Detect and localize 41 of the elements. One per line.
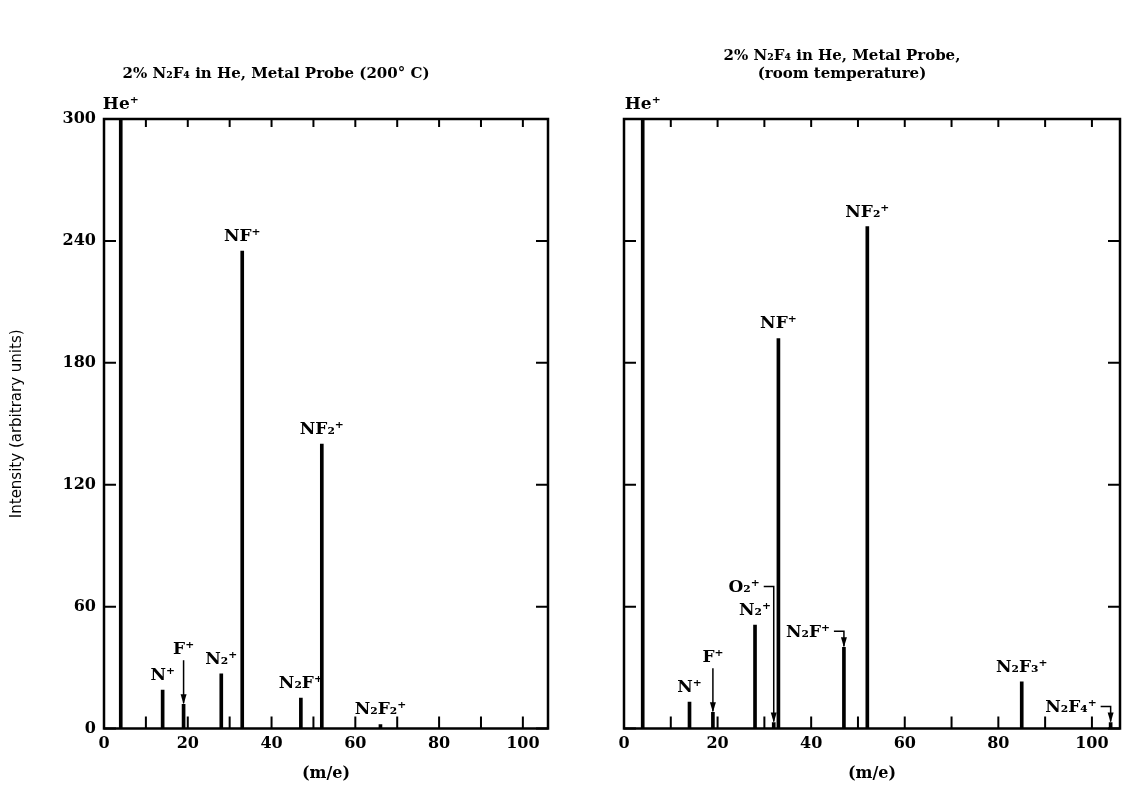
x-tick-label: 0	[98, 733, 110, 753]
x-tick-label: 40	[260, 733, 283, 753]
x-tick-label: 100	[1075, 733, 1109, 753]
y-axis-title: Intensity (arbitrary units)	[6, 329, 25, 519]
x-tick-label: 0	[618, 733, 630, 753]
x-tick-label: 80	[987, 733, 1010, 753]
annotation: N₂F₂⁺	[354, 698, 407, 719]
y-tick-label: 120	[62, 473, 96, 493]
annotation: N₂F₄⁺	[1045, 696, 1097, 717]
y-tick-label: 0	[84, 717, 96, 737]
annotation: He⁺	[624, 92, 661, 113]
annotation: F⁺	[702, 646, 724, 667]
annotation: He⁺	[102, 92, 139, 113]
annotation: F⁺	[173, 638, 195, 659]
y-tick-label: 240	[62, 230, 96, 250]
x-tick-label: 20	[706, 733, 729, 753]
annotation: NF⁺	[760, 312, 797, 333]
annotation: N₂F⁺	[278, 672, 323, 693]
annotation: O₂⁺	[728, 576, 760, 597]
y-tick-label: 300	[62, 108, 96, 128]
annotation: NF₂⁺	[845, 200, 890, 221]
chart-title: 2% N₂F₄ in He, Metal Probe (200° C)	[122, 63, 430, 82]
x-tick-label: 20	[176, 733, 199, 753]
annotation: N₂⁺	[739, 598, 772, 619]
annotation: NF⁺	[223, 225, 261, 245]
annotation: N₂F⁺	[785, 621, 830, 642]
x-axis-title: (m/e)	[847, 762, 897, 782]
x-tick-label: 40	[800, 733, 823, 753]
annotation: N⁺	[677, 676, 702, 697]
y-tick-label: 60	[73, 595, 96, 615]
x-tick-label: 100	[506, 733, 540, 753]
y-tick-label: 180	[62, 352, 96, 371]
annotation: NF₂⁺	[299, 418, 344, 439]
x-axis-title: (m/e)	[301, 762, 351, 782]
x-tick-label: 80	[427, 733, 451, 753]
annotation: N₂F₃⁺	[996, 655, 1048, 676]
x-tick-label: 60	[344, 733, 367, 753]
x-tick-label: 60	[893, 733, 916, 753]
annotation: N₂⁺	[205, 647, 238, 668]
annotation: N⁺	[150, 663, 175, 684]
chart-title: 2% N₂F₄ in He, Metal Probe, (room temperature)	[723, 45, 961, 82]
